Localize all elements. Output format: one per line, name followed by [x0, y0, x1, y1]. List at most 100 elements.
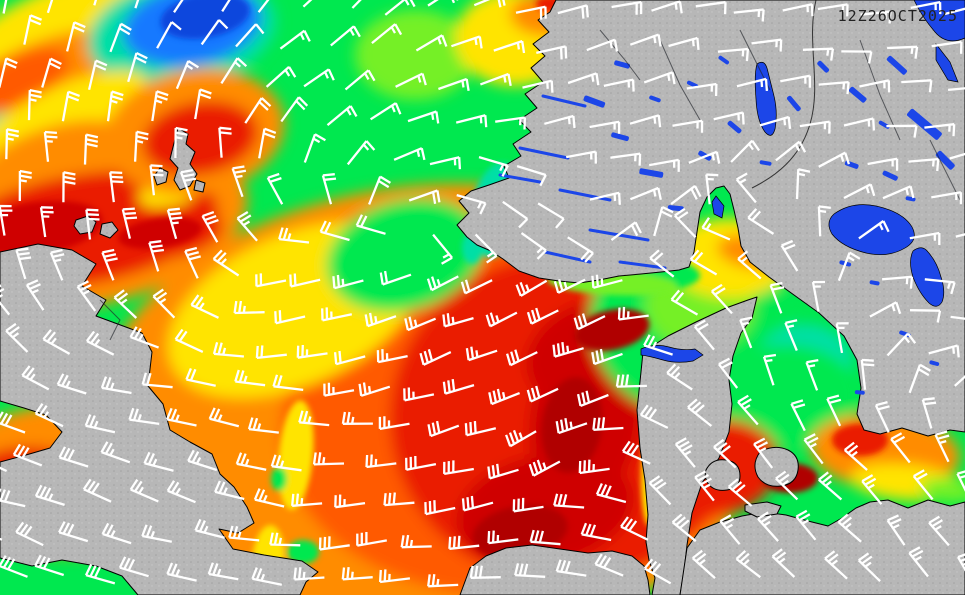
wind-barb	[769, 281, 785, 314]
wind-barb	[589, 191, 621, 205]
wind-barb	[236, 211, 258, 242]
wind-barb	[460, 279, 493, 295]
wind-barb	[84, 414, 116, 434]
small-lake	[935, 150, 955, 170]
wind-barb	[522, 79, 554, 93]
wind-barb	[113, 289, 138, 319]
wind-barb	[730, 139, 761, 163]
wind-barb	[860, 10, 892, 24]
small-lake	[583, 95, 606, 108]
wind-barb	[266, 172, 284, 205]
wind-barb	[909, 309, 942, 323]
wind-barb	[194, 518, 225, 539]
wind-barb	[166, 480, 196, 504]
wind-barb	[464, 421, 497, 437]
wind-barb	[207, 562, 239, 581]
wind-barb	[39, 206, 54, 238]
wind-barb	[84, 563, 116, 585]
wind-barb	[611, 0, 643, 15]
wind-barb	[694, 470, 715, 502]
wind-barb	[908, 546, 929, 578]
wind-barb	[555, 559, 587, 577]
wind-barb	[890, 432, 911, 464]
wind-barb	[701, 217, 731, 241]
fjord-streak	[543, 250, 592, 264]
wind-barb	[321, 173, 337, 205]
wind-barb	[799, 120, 831, 134]
wind-barb	[757, 511, 779, 542]
wind-barb	[187, 449, 218, 472]
wind-barb	[0, 204, 13, 236]
wind-barb	[954, 375, 965, 387]
landmass-fyn-island	[704, 459, 741, 491]
small-lake	[718, 55, 730, 65]
wind-barb	[127, 51, 148, 83]
fjord-streak	[558, 188, 612, 202]
wind-barb	[578, 459, 610, 475]
wind-barb	[143, 451, 174, 472]
wind-speed-blob-yellow	[278, 400, 314, 510]
wind-barb	[18, 169, 32, 202]
wind-barb	[668, 36, 700, 51]
wind-barb	[886, 332, 917, 357]
wind-barb	[643, 334, 673, 356]
small-lake	[667, 205, 684, 212]
wind-speed-blob-darkred	[118, 217, 202, 249]
wind-barb	[279, 29, 311, 50]
wind-barb	[495, 116, 527, 130]
wind-barb	[733, 8, 765, 22]
wind-barb	[591, 348, 623, 366]
lake-layer	[498, 0, 965, 395]
wind-barb	[505, 349, 538, 367]
wind-barb	[56, 373, 87, 395]
wind-barb	[233, 300, 265, 315]
small-lake	[886, 55, 908, 75]
wind-barb	[65, 21, 86, 52]
wind-barb	[713, 111, 745, 125]
wind-speed-blob-deepred	[574, 308, 650, 352]
wind-barb	[882, 185, 915, 200]
wind-barb	[46, 0, 54, 14]
wind-barb	[544, 114, 576, 129]
small-lake	[611, 132, 629, 142]
wind-barb	[58, 521, 89, 543]
wind-barb	[201, 211, 219, 243]
wind-barb	[166, 407, 197, 427]
wind-barb	[442, 313, 474, 328]
fjord-streak	[498, 173, 542, 184]
wind-barb	[934, 430, 950, 463]
wind-barb	[400, 534, 432, 549]
wind-barb	[908, 157, 940, 172]
wind-barb	[62, 171, 76, 203]
wind-barb	[101, 248, 118, 281]
wind-barb	[615, 374, 647, 388]
wind-barb	[826, 394, 842, 427]
wind-barb	[886, 124, 918, 138]
wind-barb	[100, 376, 132, 395]
wind-barb	[887, 45, 919, 59]
wind-barb	[407, 110, 440, 124]
river-line	[99, 299, 121, 341]
wind-barb	[34, 554, 65, 577]
wind-barb	[780, 239, 799, 272]
wind-barb	[149, 164, 164, 196]
wind-barb	[393, 147, 426, 161]
wind-barb	[536, 45, 568, 60]
wind-barb	[557, 4, 589, 19]
wind-barb	[580, 522, 612, 542]
wind-barb	[671, 513, 697, 543]
wind-barb	[278, 227, 310, 244]
wind-barb	[719, 514, 741, 545]
wind-barb	[0, 488, 26, 508]
wind-barb	[333, 350, 366, 366]
wind-barb	[528, 459, 561, 477]
wind-barb	[782, 3, 814, 17]
wind-barb	[505, 429, 537, 448]
wind-barb	[858, 220, 890, 240]
wind-barb	[737, 394, 759, 426]
wind-barb	[603, 78, 635, 92]
wind-barb	[817, 205, 831, 237]
wind-barb	[795, 168, 811, 200]
wind-barb	[312, 452, 345, 466]
